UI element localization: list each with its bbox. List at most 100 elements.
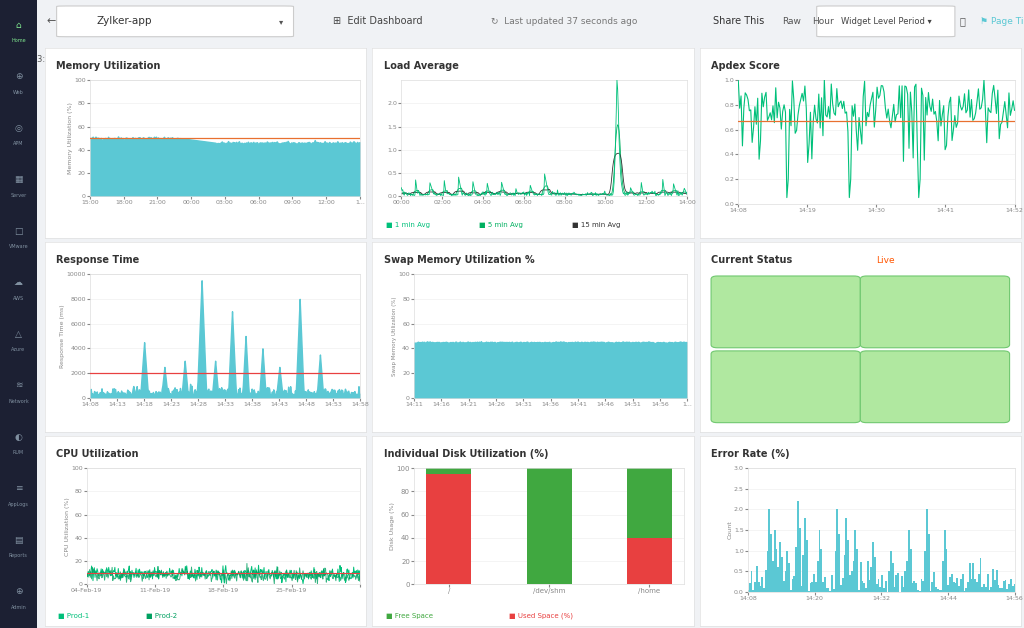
Bar <box>971 579 973 592</box>
FancyBboxPatch shape <box>56 6 294 36</box>
Bar <box>901 576 903 592</box>
Bar <box>779 543 781 592</box>
Y-axis label: Swap Memory Utilization (%): Swap Memory Utilization (%) <box>392 296 397 376</box>
Bar <box>781 557 782 592</box>
Bar <box>913 581 915 592</box>
Text: ≋: ≋ <box>14 381 23 390</box>
Text: Web: Web <box>13 90 24 95</box>
Bar <box>876 585 878 592</box>
Bar <box>777 567 779 592</box>
Text: Share This: Share This <box>713 16 764 26</box>
Bar <box>924 551 926 592</box>
Bar <box>908 530 910 592</box>
Bar <box>949 577 951 592</box>
Bar <box>994 580 995 592</box>
Bar <box>987 574 988 592</box>
Bar <box>878 578 880 592</box>
Text: Individual Disk Utilization (%): Individual Disk Utilization (%) <box>384 449 548 459</box>
FancyBboxPatch shape <box>711 351 860 423</box>
Bar <box>997 585 999 592</box>
Bar <box>926 509 928 592</box>
Bar <box>426 468 471 474</box>
Bar <box>1005 580 1007 592</box>
Bar <box>792 580 794 592</box>
Bar <box>831 575 833 592</box>
Text: ⊕: ⊕ <box>14 587 23 596</box>
Text: ←: ← <box>47 16 56 26</box>
Bar <box>980 558 981 592</box>
Bar <box>767 551 769 592</box>
Bar <box>990 587 992 592</box>
Bar <box>890 551 892 592</box>
Text: Zylker-app: Zylker-app <box>96 16 152 26</box>
Text: 🌙: 🌙 <box>959 16 966 26</box>
Bar <box>827 588 829 592</box>
Bar <box>760 587 762 592</box>
Bar <box>954 583 956 592</box>
Bar <box>797 501 799 592</box>
Bar <box>761 577 763 592</box>
Bar <box>951 575 952 592</box>
Bar <box>751 571 753 592</box>
Bar <box>1012 585 1014 592</box>
Bar <box>1014 583 1016 592</box>
Text: Memory Utilization: Memory Utilization <box>56 61 161 71</box>
Text: Current Status: Current Status <box>711 255 793 265</box>
Bar <box>765 570 767 592</box>
Bar <box>753 590 755 592</box>
Bar <box>969 563 971 592</box>
Bar <box>1001 588 1002 592</box>
Bar <box>754 582 756 592</box>
Bar <box>930 590 932 592</box>
Bar <box>935 587 937 592</box>
Bar <box>880 587 882 592</box>
Bar <box>851 571 853 592</box>
Bar <box>973 563 974 592</box>
Text: Server: Server <box>10 193 27 198</box>
Bar <box>902 587 904 592</box>
Text: APM: APM <box>13 141 24 146</box>
Text: ■ 1 min Avg: ■ 1 min Avg <box>386 222 430 229</box>
Bar <box>817 561 818 592</box>
Bar <box>872 543 874 592</box>
Bar <box>860 562 861 592</box>
Bar <box>756 566 758 592</box>
Y-axis label: Response Time (ms): Response Time (ms) <box>60 304 66 368</box>
Bar <box>784 571 786 592</box>
Bar <box>883 588 885 592</box>
Bar <box>933 571 935 592</box>
Text: Error Rate (%): Error Rate (%) <box>711 449 790 459</box>
Bar <box>846 517 847 592</box>
Bar <box>426 474 471 584</box>
Bar <box>627 468 672 538</box>
Text: ◐: ◐ <box>14 433 23 441</box>
Bar <box>829 591 831 592</box>
Text: ≡: ≡ <box>14 484 23 493</box>
Text: □: □ <box>14 227 23 236</box>
Text: ■ Free Space: ■ Free Space <box>386 613 433 619</box>
Text: Live: Live <box>876 256 895 265</box>
Text: Response Time: Response Time <box>56 255 139 265</box>
Bar <box>1002 581 1005 592</box>
Bar <box>837 509 839 592</box>
Text: ⌂: ⌂ <box>15 21 22 30</box>
Bar <box>928 534 930 592</box>
Bar <box>806 540 808 592</box>
Text: Raw: Raw <box>782 17 801 26</box>
Bar <box>853 561 854 592</box>
Text: VMware: VMware <box>8 244 29 249</box>
Bar <box>796 546 797 592</box>
Bar <box>931 582 933 592</box>
Bar <box>1009 583 1010 592</box>
Bar <box>923 582 925 592</box>
Bar <box>808 591 810 592</box>
Bar <box>958 586 959 592</box>
Bar <box>770 534 772 592</box>
Bar <box>885 581 887 592</box>
Text: Swap Memory Utilization %: Swap Memory Utilization % <box>384 255 535 265</box>
FancyBboxPatch shape <box>711 276 860 348</box>
Bar <box>1007 589 1009 592</box>
Text: ■ 15 min Avg: ■ 15 min Avg <box>572 222 621 229</box>
Bar <box>981 587 983 592</box>
Bar <box>983 584 985 592</box>
